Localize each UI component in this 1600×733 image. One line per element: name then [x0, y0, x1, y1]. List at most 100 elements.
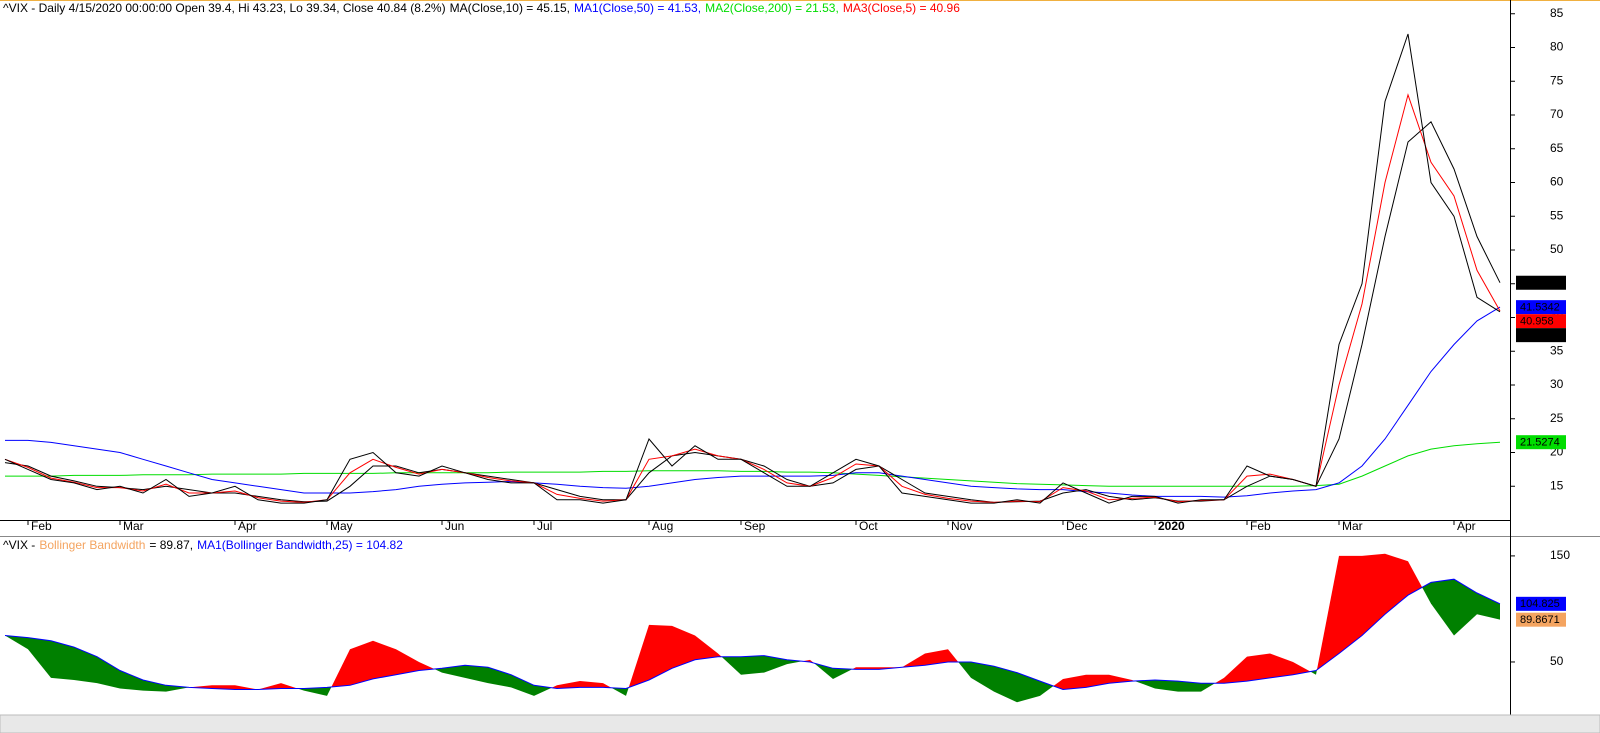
band-fill	[971, 661, 994, 692]
value-badge	[1516, 328, 1566, 343]
value-badge	[1516, 612, 1566, 627]
legend-value: = 89.87,	[149, 538, 193, 552]
band-fill	[258, 683, 281, 690]
band-fill	[718, 653, 722, 657]
band-fill	[534, 685, 552, 696]
legend-title: ^VIX -	[3, 538, 35, 552]
y-tick-label: 50	[1550, 242, 1564, 256]
y-tick-label: 85	[1550, 6, 1564, 20]
value-badge	[1516, 300, 1566, 315]
y-tick-label: 55	[1550, 208, 1564, 222]
x-tick-label: Sep	[744, 519, 766, 533]
band-fill	[833, 668, 853, 679]
band-fill	[1316, 669, 1317, 675]
scrollbar[interactable]	[0, 714, 1600, 733]
band-fill	[235, 685, 258, 690]
x-tick-label: Apr	[1457, 519, 1476, 533]
value-badge	[1516, 275, 1566, 290]
band-fill	[327, 687, 332, 696]
band-fill	[1339, 555, 1362, 654]
band-fill	[1385, 553, 1408, 615]
band-fill	[810, 659, 814, 664]
y-tick-label: 35	[1550, 343, 1564, 357]
band-fill	[611, 687, 626, 696]
band-fill	[304, 687, 327, 696]
legend-entry: MA(Close,10) = 45.15,	[450, 1, 570, 15]
band-fill	[1063, 674, 1086, 690]
band-fill	[465, 665, 488, 684]
series-line	[4, 93, 1501, 503]
band-fill	[1109, 674, 1132, 684]
x-tick-label: May	[330, 519, 353, 533]
band-fill	[580, 681, 603, 688]
value-badge-label: 89.8671	[1520, 614, 1560, 626]
band-fill	[958, 661, 971, 678]
band-fill	[1293, 661, 1311, 675]
band-fill	[925, 649, 948, 666]
series-line	[4, 120, 1501, 503]
band-fill	[297, 688, 304, 691]
y-tick-label: 80	[1550, 40, 1564, 54]
band-fill	[764, 655, 787, 673]
x-tick-label: Nov	[951, 519, 972, 533]
band-fill	[1408, 561, 1423, 596]
band-fill	[74, 647, 97, 684]
band-fill	[557, 681, 580, 689]
x-tick-label: Apr	[238, 519, 257, 533]
band-fill	[948, 649, 959, 662]
band-fill	[488, 667, 511, 688]
x-tick-label: Feb	[1250, 519, 1271, 533]
band-fill	[51, 640, 74, 680]
y-tick-label: 15	[1550, 478, 1564, 492]
band-fill	[434, 668, 442, 673]
band-fill	[1477, 593, 1500, 620]
x-tick-label: Mar	[123, 519, 144, 533]
band-fill	[143, 680, 166, 692]
band-fill	[373, 640, 396, 679]
band-fill	[628, 624, 649, 688]
y-tick-label: 150	[1550, 548, 1570, 562]
value-badge-label: 41.5342	[1520, 302, 1560, 314]
y-tick-label: 60	[1550, 175, 1564, 189]
series-line	[4, 578, 1501, 691]
band-fill	[1134, 680, 1155, 689]
band-fill	[5, 635, 28, 650]
band-fill	[350, 640, 373, 686]
x-tick-label: Dec	[1066, 519, 1087, 533]
value-badge	[1516, 435, 1566, 450]
band-fill	[396, 649, 419, 675]
legend: ^VIX - Bollinger Bandwidth = 89.87, MA1(Bol…	[3, 538, 403, 552]
band-fill	[1362, 553, 1385, 636]
band-fill	[994, 666, 1017, 703]
band-fill	[442, 665, 465, 678]
band-fill	[1247, 653, 1270, 682]
band-fill	[741, 655, 764, 675]
band-fill	[419, 661, 435, 671]
band-fill	[626, 687, 629, 696]
value-badge-label: 21.5274	[1520, 437, 1560, 449]
series-line	[4, 33, 1501, 504]
band-fill	[1178, 681, 1201, 692]
series-line	[5, 306, 1501, 498]
band-fill	[1040, 681, 1054, 696]
y-tick-label: 75	[1550, 73, 1564, 87]
band-fill	[1454, 579, 1477, 636]
y-tick-label: 50	[1550, 654, 1564, 668]
x-tick-label: Jul	[537, 519, 552, 533]
value-badge-label: 45.15	[1520, 277, 1548, 289]
y-tick-label: 30	[1550, 377, 1564, 391]
band-fill	[1431, 579, 1454, 636]
band-fill	[603, 683, 612, 688]
series-line	[5, 441, 1501, 487]
x-tick-label: Mar	[1342, 519, 1363, 533]
legend-entry: MA1(Close,50) = 41.53,	[574, 1, 701, 15]
band-fill	[1270, 653, 1293, 678]
band-fill	[511, 674, 534, 696]
y-tick-label: 65	[1550, 141, 1564, 155]
legend: ^VIX - Daily 4/15/2020 00:00:00 Open 39.…	[3, 1, 960, 15]
value-badge-label: 40.958	[1520, 316, 1554, 328]
band-fill	[721, 656, 741, 675]
band-fill	[97, 656, 120, 689]
band-fill	[1316, 555, 1339, 670]
